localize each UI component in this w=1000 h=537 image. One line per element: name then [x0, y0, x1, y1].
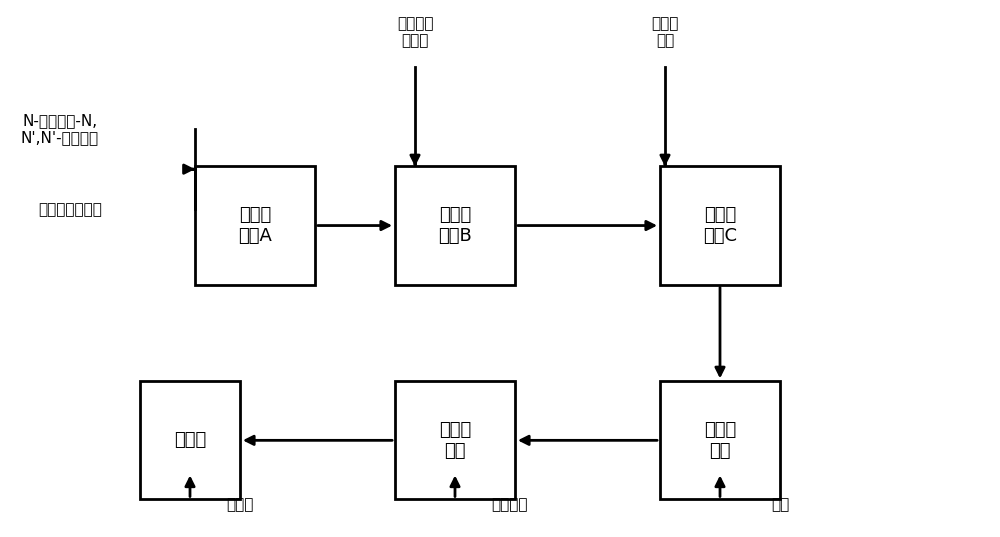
Text: 不合格品: 不合格品 — [492, 497, 528, 512]
Text: N-乙基羰基-N,
N',N'-三甲基脲: N-乙基羰基-N, N',N'-三甲基脲 — [21, 113, 99, 145]
Text: 熔融结
晶器: 熔融结 晶器 — [439, 421, 471, 460]
Text: 水相: 水相 — [771, 497, 789, 512]
Text: 油水分
离器: 油水分 离器 — [704, 421, 736, 460]
Text: 乙酸水
溶液: 乙酸水 溶液 — [651, 16, 679, 48]
FancyBboxPatch shape — [195, 166, 315, 285]
Text: 切片机: 切片机 — [174, 431, 206, 449]
FancyBboxPatch shape — [660, 166, 780, 285]
Text: 环己基异氰酸酯: 环己基异氰酸酯 — [38, 202, 102, 217]
Text: 静态混
合器C: 静态混 合器C — [703, 206, 737, 245]
FancyBboxPatch shape — [660, 381, 780, 499]
FancyBboxPatch shape — [395, 166, 515, 285]
FancyBboxPatch shape — [140, 381, 240, 499]
Text: 静态混
合器A: 静态混 合器A — [238, 206, 272, 245]
FancyBboxPatch shape — [395, 381, 515, 499]
Text: 环嗪酮: 环嗪酮 — [226, 497, 254, 512]
Text: 甲醇钠甲
醇溶液: 甲醇钠甲 醇溶液 — [397, 16, 433, 48]
Text: 静态混
合器B: 静态混 合器B — [438, 206, 472, 245]
